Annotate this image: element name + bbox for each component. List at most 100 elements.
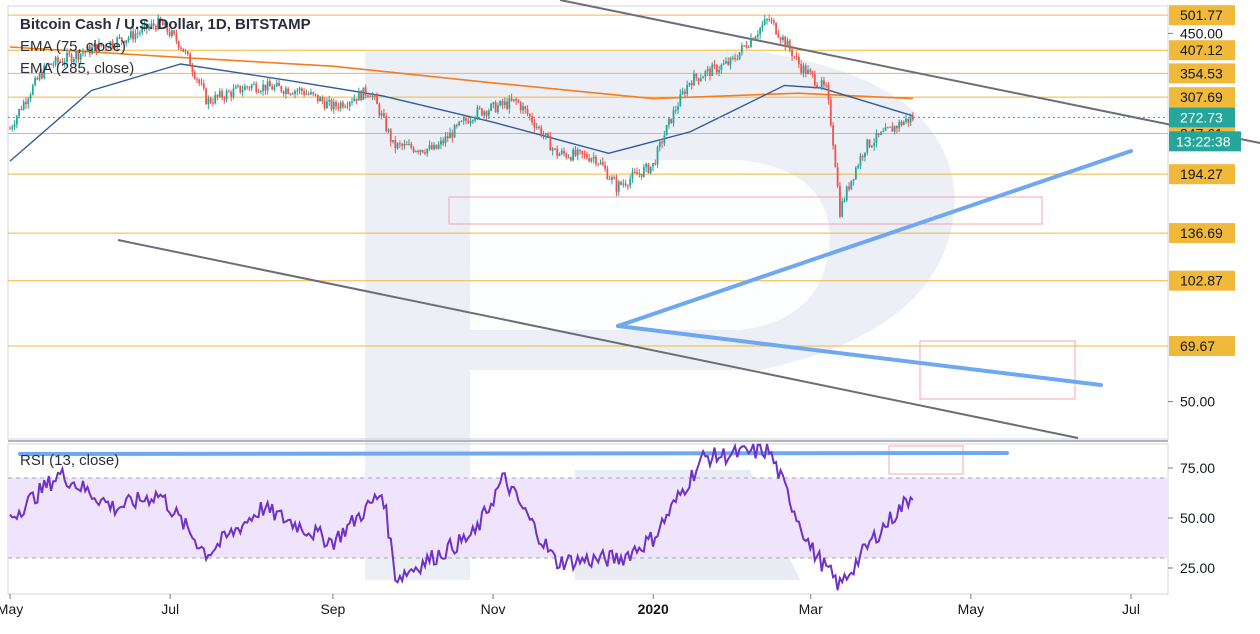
candle-body: [497, 105, 499, 113]
candle-body: [462, 118, 465, 121]
candle-body: [136, 33, 139, 35]
level-label-5: 194.27: [1180, 166, 1223, 182]
candle-body: [526, 109, 529, 115]
candle-body: [141, 27, 144, 33]
candle-body: [20, 108, 23, 110]
rsi-tick-label-1: 50.00: [1180, 510, 1215, 526]
candle-body: [18, 108, 21, 117]
candle-body: [408, 143, 410, 145]
candle-body: [357, 90, 360, 101]
candle-body: [779, 37, 782, 41]
candle-body: [693, 73, 695, 86]
candle-body: [184, 51, 187, 53]
candle-body: [221, 91, 223, 98]
candle-body: [517, 100, 520, 103]
level-label-7: 102.87: [1180, 273, 1223, 289]
candle-body: [615, 179, 618, 192]
candle-body: [729, 57, 732, 65]
candle-body: [642, 167, 645, 177]
candle-body: [164, 22, 166, 26]
candle-body: [9, 128, 11, 130]
candle-body: [465, 118, 467, 121]
candle-body: [212, 102, 214, 104]
candle-body: [743, 45, 746, 47]
ema285-label: EMA (285, close): [20, 60, 135, 77]
level-label-box-0: [1169, 5, 1235, 26]
candle-body: [531, 116, 534, 123]
candle-body: [440, 140, 442, 145]
candle-body: [344, 106, 347, 108]
candle-body: [756, 34, 759, 37]
candle-body: [430, 145, 433, 150]
level-label-2: 354.53: [1180, 65, 1223, 81]
candle-body: [139, 32, 141, 34]
candle-body: [797, 56, 800, 65]
candle-body: [70, 54, 73, 63]
candle-body: [348, 102, 351, 107]
rsi-tick-label-0: 75.00: [1180, 460, 1215, 476]
candle-body: [419, 150, 422, 153]
candle-body: [278, 82, 280, 87]
candle-body: [631, 172, 634, 179]
candle-body: [501, 100, 504, 106]
candles-group: [9, 14, 914, 219]
candle-body: [237, 85, 239, 87]
candle-body: [166, 22, 169, 32]
candle-body: [300, 88, 303, 92]
candle-body: [674, 110, 677, 112]
price-tick-label-1: 50.00: [1180, 394, 1215, 410]
candle-body: [478, 107, 481, 109]
candle-body: [100, 42, 103, 46]
candle-body: [380, 113, 383, 116]
candle-body: [241, 90, 244, 93]
candle-body: [569, 157, 572, 161]
candle-body: [522, 106, 524, 111]
candle-body: [143, 23, 146, 28]
candle-body: [841, 201, 844, 217]
candle-body: [604, 165, 606, 169]
candle-body: [155, 25, 157, 30]
candle-body: [339, 102, 342, 109]
candle-body: [387, 129, 390, 132]
x-tick-label-1: Jul: [161, 601, 179, 617]
candle-body: [886, 127, 889, 129]
candle-body: [355, 98, 358, 101]
candle-body: [253, 83, 255, 85]
candle-body: [825, 85, 828, 87]
candle-body: [88, 45, 91, 54]
candle-body: [795, 56, 798, 58]
candle-body: [697, 77, 700, 82]
candle-body: [93, 44, 96, 47]
candle-body: [196, 78, 198, 80]
countdown-label: 13:22:38: [1176, 133, 1231, 149]
candle-body: [818, 86, 821, 88]
candle-body: [132, 31, 135, 40]
candle-body: [273, 86, 276, 90]
candle-body: [341, 102, 344, 108]
x-tick-label-0: May: [0, 601, 23, 617]
candle-body: [255, 83, 258, 92]
candle-body: [850, 180, 853, 190]
candle-body: [25, 101, 27, 104]
candle-body: [861, 155, 864, 158]
candle-body: [902, 121, 905, 126]
candle-body: [807, 69, 809, 75]
candle-body: [713, 64, 716, 66]
candle-body: [905, 118, 907, 122]
candle-body: [535, 126, 538, 128]
candle-body: [654, 163, 657, 165]
candle-body: [658, 141, 661, 148]
candle-body: [145, 23, 148, 30]
candle-body: [232, 88, 235, 97]
level-label-box-7: [1169, 270, 1235, 291]
candle-body: [346, 106, 349, 108]
rsi-tick-label-2: 25.00: [1180, 560, 1215, 576]
candle-body: [371, 95, 374, 97]
candle-body: [893, 126, 896, 132]
zone-rect-lower: [919, 340, 1076, 400]
candle-body: [159, 17, 162, 22]
candle-body: [706, 68, 709, 72]
candle-body: [506, 101, 508, 109]
candle-body: [745, 45, 748, 48]
candle-body: [829, 99, 832, 126]
